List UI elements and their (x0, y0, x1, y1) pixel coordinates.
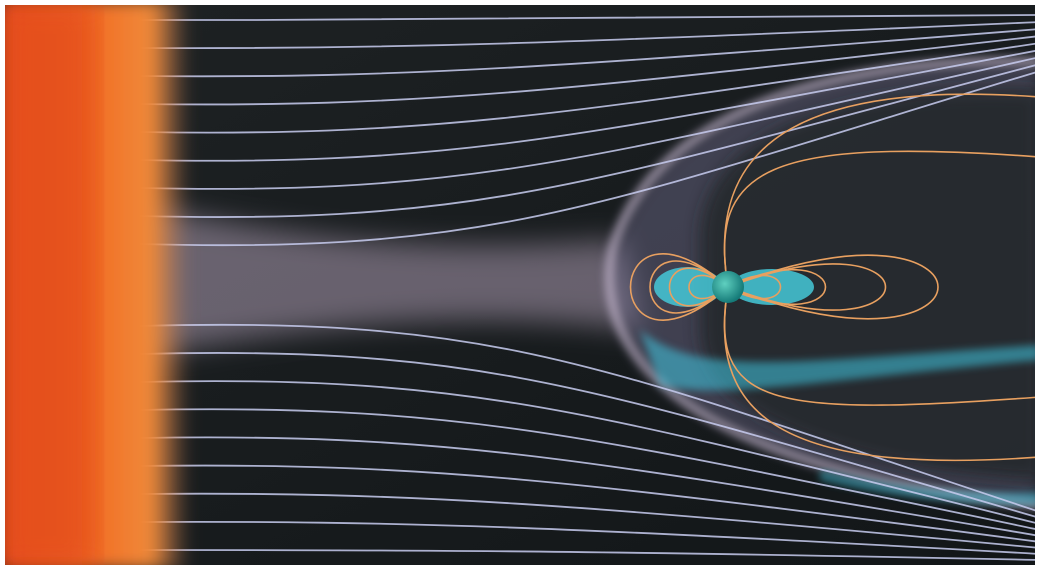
field-loop (727, 254, 939, 320)
field-line (139, 28, 1035, 78)
field-loop (727, 263, 887, 311)
solar-wind-stream (120, 200, 640, 360)
field-line (139, 492, 1035, 549)
field-line (139, 64, 1035, 218)
field-line (139, 464, 1035, 543)
radiation-belt (654, 267, 722, 307)
field-line (139, 57, 1035, 190)
field-line (139, 71, 1035, 247)
field-line (139, 380, 1035, 524)
field-loop (629, 253, 729, 321)
plasma-sheet (640, 330, 1035, 391)
field-line (139, 35, 1035, 106)
tail-line (723, 286, 1035, 406)
magnetopause (604, 56, 1035, 510)
field-loop (668, 267, 729, 307)
sun-core (5, 5, 95, 565)
dipole-lines (629, 93, 1035, 462)
field-line (139, 352, 1035, 518)
tail-line (723, 150, 1035, 288)
field-line (139, 549, 1035, 561)
field-line (139, 21, 1035, 50)
earth (712, 271, 744, 303)
field-line (139, 42, 1035, 134)
field-line (139, 50, 1035, 162)
field-loop (688, 274, 729, 300)
field-loop (649, 260, 729, 314)
field-line (139, 408, 1035, 530)
field-line (139, 436, 1035, 537)
plasma-sheet-edge (820, 470, 1035, 505)
field-line (139, 520, 1035, 555)
